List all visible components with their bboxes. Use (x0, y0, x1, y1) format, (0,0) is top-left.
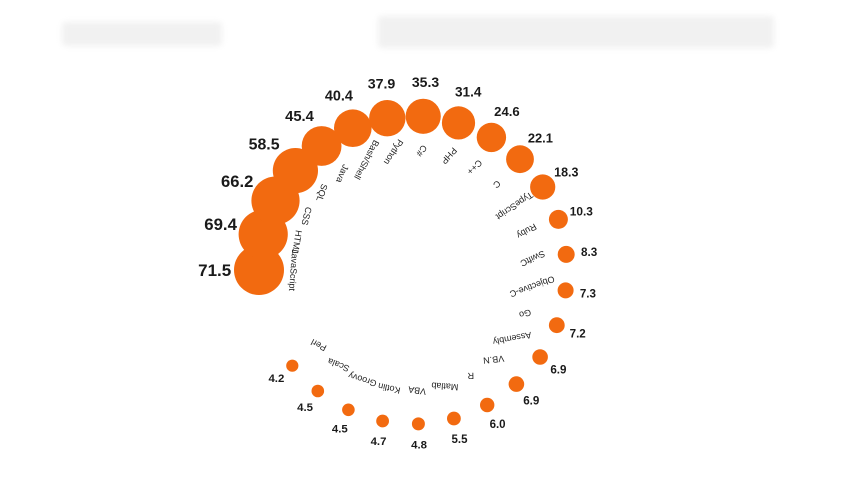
category-label-kotlin: Kotlin (377, 381, 401, 396)
value-label-bash-shell: 40.4 (325, 88, 353, 104)
category-label-scala: Scala (326, 356, 351, 374)
bubble-bash-shell (334, 109, 372, 147)
bubble-sql (272, 148, 318, 194)
category-label-perl: Perl (309, 337, 328, 353)
category-label-assembly: Assembly (492, 330, 533, 347)
bubble-matlab (447, 411, 461, 426)
value-label-javascript: 71.5 (198, 261, 231, 280)
value-label-scala: 4.5 (297, 402, 313, 414)
blurred-header-left (62, 22, 222, 46)
bubble-go (548, 317, 565, 334)
bubble-ruby (548, 209, 568, 229)
category-label-go: Go (518, 307, 532, 320)
value-label-group: 71.5 69.4 66.2 58.5 45.4 40.4 37.9 35.3 31.4 24.6… (198, 74, 598, 451)
value-label-html: 69.4 (204, 215, 237, 234)
category-label-html: HTML (290, 229, 304, 255)
value-label-assembly: 6.9 (550, 364, 567, 377)
value-label-objective-c: 7.3 (580, 287, 597, 300)
value-label-php: 31.4 (455, 84, 482, 99)
value-label-sql: 58.5 (249, 137, 280, 154)
bubble-php (441, 106, 476, 140)
category-label-c: C (491, 178, 503, 190)
value-label-matlab: 5.5 (452, 434, 469, 446)
category-label-typescript: TypeScript (494, 190, 535, 222)
bubble-objective-c (557, 282, 574, 299)
bubble-c (405, 98, 441, 134)
bubble-vba (411, 417, 425, 431)
category-label-c: C# (414, 143, 429, 158)
value-label-vb-n: 6.9 (523, 395, 540, 408)
bubble-group (234, 98, 575, 431)
bubble-swiftc (557, 245, 575, 263)
bubble-groovy (342, 403, 355, 417)
value-label-python: 37.9 (368, 77, 396, 93)
category-label-swiftc: SwiftC (518, 249, 546, 269)
bubble-javascript (234, 245, 284, 295)
value-label-swiftc: 8.3 (581, 246, 598, 259)
category-label-java: Java (334, 163, 351, 184)
value-label-c: 35.3 (412, 74, 439, 90)
category-label-r: R (467, 371, 474, 381)
category-label-groovy: Groovy (347, 370, 378, 388)
bubble-typescript (530, 174, 556, 200)
value-label-groovy: 4.5 (332, 423, 348, 435)
bubble-c (476, 122, 507, 153)
category-label-c: C++ (465, 158, 484, 177)
value-label-c: 22.1 (528, 131, 553, 146)
category-label-vb-n: VB.N (483, 353, 505, 365)
bubble-r (480, 397, 495, 413)
value-label-kotlin: 4.7 (371, 436, 387, 448)
category-label-css: CSS (299, 206, 313, 226)
value-label-typescript: 18.3 (554, 165, 578, 179)
category-label-matlab: Matlab (431, 380, 459, 392)
category-label-javascript: JavaScript (287, 249, 300, 292)
category-label-objective-c: Objective-C (508, 274, 556, 300)
value-label-c: 24.6 (494, 104, 519, 119)
value-label-ruby: 10.3 (570, 205, 594, 219)
category-label-vba: VBA (407, 384, 426, 396)
value-label-vba: 4.8 (411, 440, 427, 452)
value-label-r: 6.0 (490, 419, 506, 431)
value-label-css: 66.2 (221, 172, 253, 191)
bubble-scala (311, 384, 325, 398)
bubble-perl (286, 359, 299, 372)
value-label-java: 45.4 (285, 109, 315, 125)
bubble-assembly (532, 349, 548, 365)
bubble-python (369, 100, 406, 137)
value-label-go: 7.2 (570, 327, 586, 340)
category-label-php: PHP (439, 146, 459, 166)
category-label-python: Python (382, 138, 406, 167)
bubble-java (301, 126, 342, 166)
category-label-sql: SQL (314, 183, 329, 203)
category-label-ruby: Ruby (515, 222, 539, 241)
bubble-vb-n (508, 376, 525, 392)
blurred-header-right (378, 16, 774, 48)
value-label-perl: 4.2 (268, 373, 284, 385)
bubble-kotlin (376, 414, 389, 428)
bubble-c (506, 145, 534, 174)
